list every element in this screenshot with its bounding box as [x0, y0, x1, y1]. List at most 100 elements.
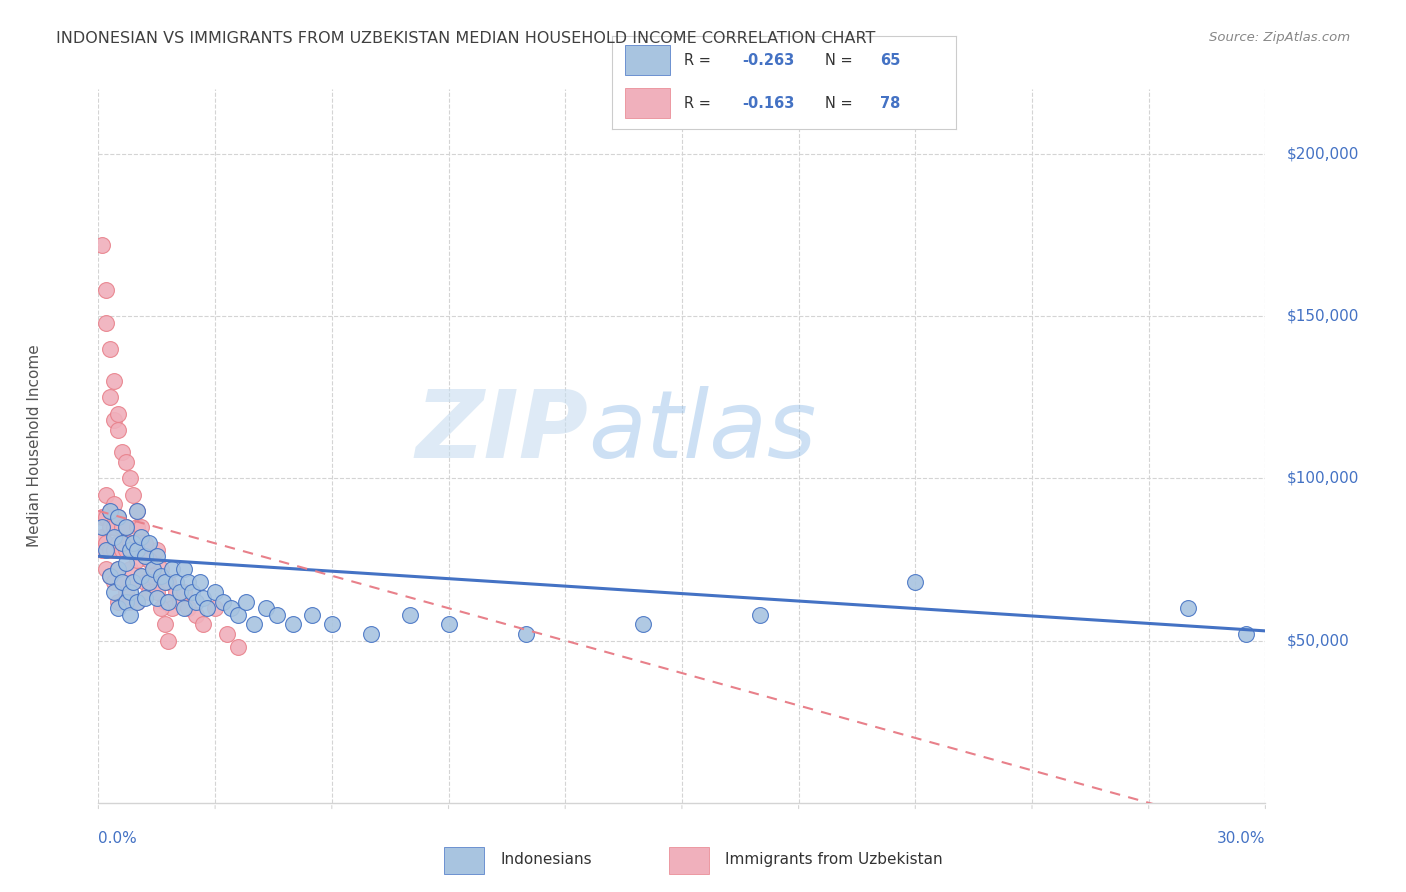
Point: [107, 595, 129, 609]
Point: [96, 536, 118, 550]
Point: [138, 536, 160, 550]
Point: [127, 595, 149, 609]
Point: [103, 497, 125, 511]
Point: [134, 536, 156, 550]
Point: [177, 601, 200, 615]
Point: [146, 585, 169, 599]
Point: [149, 568, 172, 582]
Point: [122, 488, 145, 502]
Text: -0.163: -0.163: [742, 95, 794, 111]
Point: [96, 542, 118, 557]
Point: [96, 562, 118, 576]
Point: [146, 549, 169, 564]
Point: [228, 640, 250, 654]
Point: [1234, 627, 1257, 641]
Text: 65: 65: [880, 53, 901, 68]
Point: [165, 575, 187, 590]
Point: [91, 520, 114, 534]
Point: [118, 585, 141, 599]
Point: [103, 542, 125, 557]
Point: [437, 617, 460, 632]
Text: N =: N =: [825, 53, 858, 68]
Point: [153, 595, 176, 609]
Point: [122, 542, 145, 557]
Point: [180, 585, 202, 599]
FancyBboxPatch shape: [669, 847, 709, 873]
Point: [118, 607, 141, 622]
Text: Source: ZipAtlas.com: Source: ZipAtlas.com: [1209, 31, 1350, 45]
Point: [114, 542, 136, 557]
Point: [98, 542, 121, 557]
Point: [129, 568, 152, 582]
Point: [129, 530, 152, 544]
Point: [157, 575, 180, 590]
Point: [98, 504, 121, 518]
Point: [398, 607, 420, 622]
Point: [321, 617, 343, 632]
Point: [254, 601, 277, 615]
Point: [184, 595, 207, 609]
Point: [122, 575, 145, 590]
Point: [122, 536, 145, 550]
Text: 0.0%: 0.0%: [98, 831, 138, 847]
Point: [515, 627, 537, 641]
Point: [157, 633, 180, 648]
Point: [162, 562, 184, 576]
Point: [129, 520, 152, 534]
Point: [153, 575, 176, 590]
Point: [98, 504, 121, 518]
Point: [146, 542, 169, 557]
Point: [118, 595, 141, 609]
Point: [748, 607, 770, 622]
Point: [107, 423, 129, 437]
Point: [127, 504, 149, 518]
Point: [103, 413, 125, 427]
Text: R =: R =: [683, 53, 716, 68]
Point: [193, 617, 215, 632]
Point: [122, 575, 145, 590]
Text: $100,000: $100,000: [1286, 471, 1358, 486]
Point: [118, 562, 141, 576]
Point: [98, 342, 121, 356]
Point: [96, 316, 118, 330]
Point: [146, 591, 169, 606]
Point: [177, 575, 200, 590]
Point: [301, 607, 323, 622]
FancyBboxPatch shape: [626, 45, 671, 75]
Point: [215, 627, 238, 641]
Point: [114, 520, 136, 534]
Point: [149, 601, 172, 615]
Point: [114, 585, 136, 599]
Point: [111, 520, 134, 534]
Point: [98, 568, 121, 582]
Point: [111, 445, 134, 459]
Point: [103, 530, 125, 544]
Point: [98, 568, 121, 582]
Point: [134, 591, 156, 606]
Point: [114, 556, 136, 570]
Point: [204, 585, 226, 599]
Point: [138, 585, 160, 599]
Point: [212, 595, 235, 609]
Point: [138, 552, 160, 566]
Point: [266, 607, 288, 622]
Point: [107, 407, 129, 421]
Point: [91, 238, 114, 252]
FancyBboxPatch shape: [444, 847, 484, 873]
Point: [235, 595, 257, 609]
Point: [165, 585, 187, 599]
Text: INDONESIAN VS IMMIGRANTS FROM UZBEKISTAN MEDIAN HOUSEHOLD INCOME CORRELATION CHA: INDONESIAN VS IMMIGRANTS FROM UZBEKISTAN…: [56, 31, 876, 46]
Point: [111, 575, 134, 590]
FancyBboxPatch shape: [626, 88, 671, 118]
Point: [107, 510, 129, 524]
Text: -0.263: -0.263: [742, 53, 794, 68]
Point: [129, 568, 152, 582]
Point: [107, 510, 129, 524]
Point: [184, 607, 207, 622]
Point: [904, 575, 927, 590]
Point: [188, 575, 211, 590]
Point: [142, 562, 165, 576]
Point: [173, 562, 195, 576]
Point: [193, 591, 215, 606]
Point: [631, 617, 654, 632]
